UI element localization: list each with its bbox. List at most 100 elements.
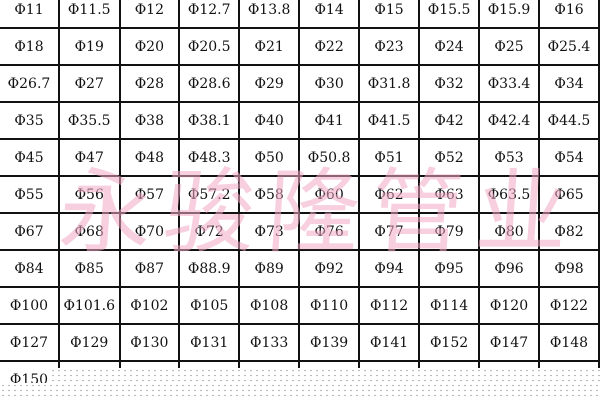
table-cell: Φ62: [358, 175, 421, 214]
table-row: Φ18 Φ19 Φ20 Φ20.5 Φ21 Φ22 Φ23 Φ24 Φ25 Φ25.4: [0, 27, 600, 66]
table-cell: Φ65: [538, 175, 600, 214]
table-cell: Φ41.5: [358, 101, 421, 140]
table-cell: Φ23: [358, 27, 421, 66]
table-cell: Φ148: [538, 323, 600, 362]
table-cell: Φ52: [418, 138, 481, 177]
table-cell: Φ147: [478, 323, 540, 362]
table-row: Φ100 Φ101.6 Φ102 Φ105 Φ108 Φ110 Φ112 Φ114 Φ120 Φ1…: [0, 286, 600, 325]
table-cell: Φ44.5: [538, 101, 600, 140]
table-cell: Φ63.5: [478, 175, 540, 214]
table-cell: Φ96: [478, 249, 540, 288]
table-cell: Φ26.7: [0, 64, 60, 103]
table-row: Φ45 Φ47 Φ48 Φ48.3 Φ50 Φ50.8 Φ51 Φ52 Φ53 Φ54: [0, 138, 600, 177]
table-cell: Φ57.2: [178, 175, 241, 214]
table-cell: Φ98: [538, 249, 600, 288]
table-cell: Φ50.8: [298, 138, 361, 177]
table-cell: Φ19: [57, 27, 121, 66]
table-cell: Φ92: [298, 249, 361, 288]
table-cell: Φ72: [178, 212, 241, 251]
table-cell: Φ20: [118, 27, 181, 66]
table-cell: Φ82: [538, 212, 600, 251]
table-cell: Φ110: [298, 286, 361, 325]
table-cell: Φ28.6: [178, 64, 241, 103]
table-cell: Φ14: [298, 0, 361, 29]
table-cell: Φ22: [298, 27, 361, 66]
table-cell: Φ28: [118, 64, 181, 103]
table-row: Φ55 Φ56 Φ57 Φ57.2 Φ58 Φ60 Φ62 Φ63 Φ63.5 Φ65: [0, 175, 600, 214]
table-cell: Φ133: [238, 323, 301, 362]
table-cell: Φ41: [298, 101, 361, 140]
table-cell: Φ34: [538, 64, 600, 103]
table-cell: Φ120: [478, 286, 540, 325]
table-cell: Φ15: [358, 0, 421, 29]
dotted-overlay: [0, 383, 600, 400]
table-cell: Φ84: [0, 249, 60, 288]
table-cell: Φ100: [0, 286, 60, 325]
table-cell: Φ33.4: [478, 64, 540, 103]
table-cell: Φ73: [238, 212, 301, 251]
table-cell: Φ15.9: [478, 0, 540, 29]
table-cell: Φ25.4: [538, 27, 600, 66]
table-cell: Φ25: [478, 27, 540, 66]
table-cell: Φ88.9: [178, 249, 241, 288]
table-cell: Φ11: [0, 0, 60, 29]
table-cell: Φ63: [418, 175, 481, 214]
table-cell: Φ77: [358, 212, 421, 251]
table-cell: Φ48.3: [178, 138, 241, 177]
table-row: Φ127 Φ129 Φ130 Φ131 Φ133 Φ139 Φ141 Φ152 Φ147 Φ148: [0, 323, 600, 362]
table-cell: Φ30: [298, 64, 361, 103]
table-cell: Φ38.1: [178, 101, 241, 140]
table-cell: Φ80: [478, 212, 540, 251]
table-row: Φ26.7 Φ27 Φ28 Φ28.6 Φ29 Φ30 Φ31.8 Φ32 Φ33.4 Φ34: [0, 64, 600, 103]
table-cell: Φ127: [0, 323, 60, 362]
table-cell: Φ95: [418, 249, 481, 288]
table-cell: Φ76: [298, 212, 361, 251]
table-cell: Φ129: [57, 323, 121, 362]
table-row: Φ84 Φ85 Φ87 Φ88.9 Φ89 Φ92 Φ94 Φ95 Φ96 Φ98: [0, 249, 600, 288]
table-cell: Φ85: [57, 249, 121, 288]
table-cell: Φ35: [0, 101, 60, 140]
table-cell: Φ112: [358, 286, 421, 325]
table-cell: Φ67: [0, 212, 60, 251]
table-cell: Φ53: [478, 138, 540, 177]
table-row: Φ67 Φ68 Φ70 Φ72 Φ73 Φ76 Φ77 Φ79 Φ80 Φ82: [0, 212, 600, 251]
table-cell: Φ38: [118, 101, 181, 140]
table-cell: Φ31.8: [358, 64, 421, 103]
table-cell: Φ24: [418, 27, 481, 66]
table-cell: Φ139: [298, 323, 361, 362]
table-cell: Φ89: [238, 249, 301, 288]
table-cell: Φ57: [118, 175, 181, 214]
table-cell: Φ13.8: [238, 0, 301, 29]
table-cell: Φ54: [538, 138, 600, 177]
table-cell: Φ27: [57, 64, 121, 103]
table-cell: Φ55: [0, 175, 60, 214]
table-cell: Φ51: [358, 138, 421, 177]
table-cell: Φ102: [118, 286, 181, 325]
table-cell: Φ58: [238, 175, 301, 214]
table-cell: Φ16: [538, 0, 600, 29]
table-cell: Φ45: [0, 138, 60, 177]
table-cell: Φ48: [118, 138, 181, 177]
table-cell: Φ56: [57, 175, 121, 214]
table-cell: Φ20.5: [178, 27, 241, 66]
table-cell: Φ50: [238, 138, 301, 177]
table-cell: Φ42: [418, 101, 481, 140]
table-row: Φ35 Φ35.5 Φ38 Φ38.1 Φ40 Φ41 Φ41.5 Φ42 Φ42.4 Φ44.5: [0, 101, 600, 140]
table-cell: Φ70: [118, 212, 181, 251]
table-cell: Φ47: [57, 138, 121, 177]
table-cell: Φ105: [178, 286, 241, 325]
table-cell: Φ11.5: [57, 0, 121, 29]
table-cell: Φ21: [238, 27, 301, 66]
table-cell: Φ15.5: [418, 0, 481, 29]
table-cell: Φ114: [418, 286, 481, 325]
table-cell: Φ108: [238, 286, 301, 325]
table-cell: Φ87: [118, 249, 181, 288]
table-cell: Φ42.4: [478, 101, 540, 140]
table-cell: Φ40: [238, 101, 301, 140]
table-cell: Φ101.6: [57, 286, 121, 325]
table-cell: Φ68: [57, 212, 121, 251]
table-cell: Φ35.5: [57, 101, 121, 140]
table-row: Φ11 Φ11.5 Φ12 Φ12.7 Φ13.8 Φ14 Φ15 Φ15.5 Φ15.9 Φ16: [0, 0, 600, 29]
table-cell: Φ60: [298, 175, 361, 214]
